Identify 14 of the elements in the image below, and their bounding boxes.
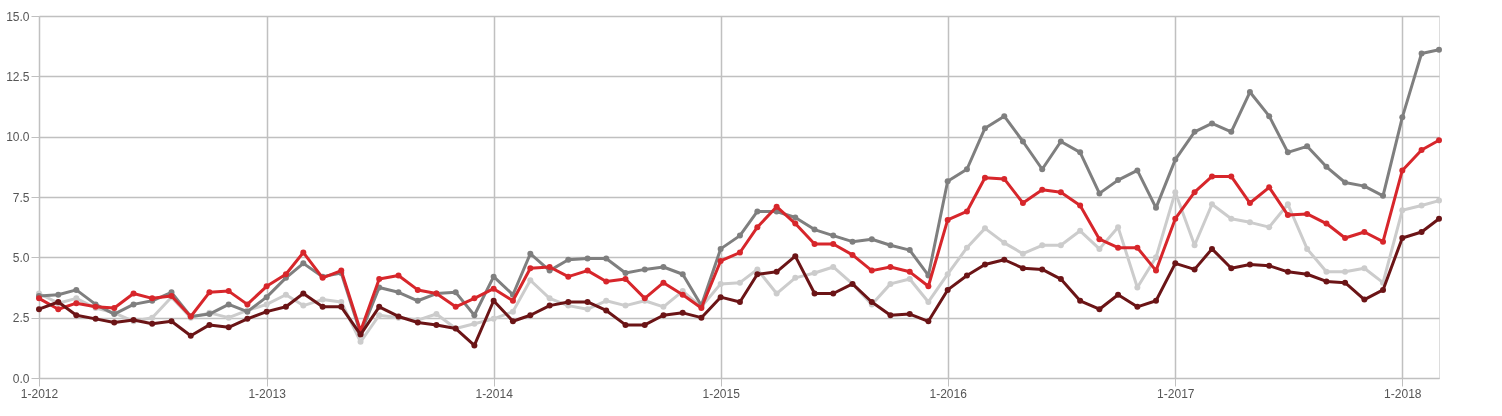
x-tick-label: 1-2017: [1157, 386, 1195, 401]
x-tick-label: 1-2014: [475, 386, 514, 401]
y-tick-label: 2.5: [12, 311, 30, 326]
y-tick-label: 7.5: [12, 190, 30, 205]
x-tick-label: 1-2018: [1384, 386, 1422, 401]
x-tick-label: 1-2013: [248, 386, 287, 401]
x-tick-label: 1-2016: [929, 386, 968, 401]
y-tick-label: 0.0: [12, 371, 30, 386]
y-tick-label: 15.0: [6, 9, 30, 24]
x-tick-label: 1-2015: [702, 386, 741, 401]
y-tick-label: 12.5: [6, 69, 30, 84]
x-tick-label: 1-2012: [20, 386, 59, 401]
y-tick-label: 5.0: [12, 250, 30, 265]
y-tick-label: 10.0: [6, 130, 30, 145]
